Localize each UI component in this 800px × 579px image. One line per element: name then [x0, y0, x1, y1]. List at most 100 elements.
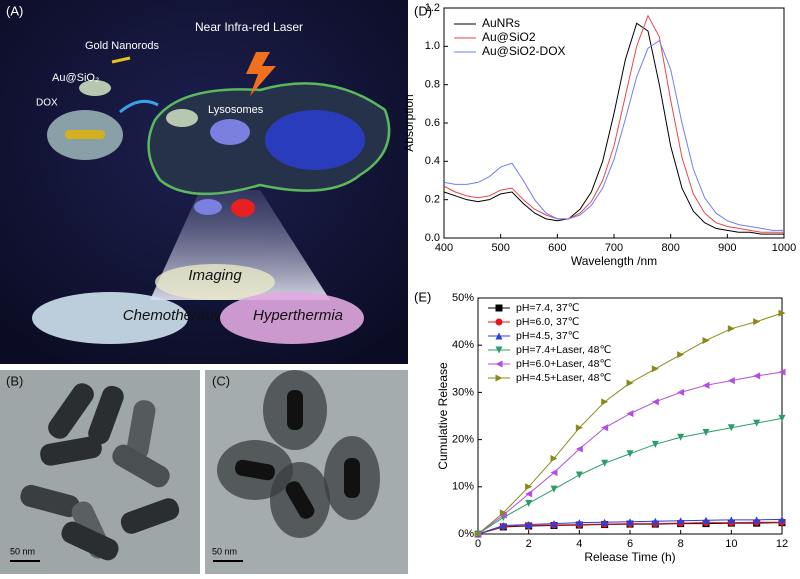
y-tick-label: 1.0 — [425, 40, 440, 52]
legend-label: pH=7.4, 37℃ — [516, 302, 579, 314]
marker — [550, 469, 558, 477]
y-tick-label: 10% — [452, 481, 474, 493]
marker — [601, 518, 609, 526]
marker — [495, 332, 503, 340]
marker — [651, 440, 659, 448]
marker — [753, 419, 761, 427]
legend-label: pH=7.4+Laser, 48℃ — [516, 344, 611, 356]
x-tick-label: 800 — [661, 242, 679, 254]
micrograph-b: (B) 50 nm — [0, 370, 200, 574]
panel-label: (C) — [212, 373, 230, 388]
marker — [727, 424, 735, 432]
hyperthermia-lobe — [220, 292, 364, 344]
marker — [677, 517, 685, 525]
illustration: (A) Gold Nanorods Au@SiO₂ DOX Near Infra… — [0, 0, 408, 364]
label: Au@SiO₂ — [52, 72, 99, 84]
marker — [626, 410, 634, 418]
x-tick-label: 12 — [776, 538, 788, 550]
marker — [651, 398, 659, 406]
marker — [499, 509, 507, 517]
marker — [778, 309, 786, 317]
x-tick-label: 0 — [475, 538, 481, 550]
micrograph-c: (C) 50 nm — [205, 370, 408, 574]
marker — [575, 424, 583, 432]
marker — [525, 499, 533, 507]
marker — [727, 325, 735, 333]
marker — [495, 304, 503, 312]
y-tick-label: 0.4 — [425, 155, 440, 167]
marker — [575, 445, 583, 453]
label: Near Infra-red Laser — [195, 20, 303, 34]
marker — [702, 336, 710, 344]
label: Lysosomes — [208, 104, 264, 116]
y-axis-label: Absorption — [402, 94, 416, 151]
marker — [575, 471, 583, 479]
marker — [550, 520, 558, 528]
marker — [778, 515, 786, 523]
marker — [550, 485, 558, 493]
marker — [474, 530, 482, 538]
y-tick-label: 30% — [452, 386, 474, 398]
laser-bolt — [246, 52, 276, 96]
scale-bar — [10, 560, 40, 562]
marker — [601, 424, 609, 432]
marker — [525, 483, 533, 491]
y-tick-label: 20% — [452, 434, 474, 446]
label: Chemotherapy — [123, 307, 223, 324]
label: Hyperthermia — [253, 307, 343, 324]
marker — [525, 490, 533, 498]
legend-label: pH=6.0, 37℃ — [516, 316, 579, 328]
marker — [778, 368, 786, 376]
chemotherapy-lobe — [32, 292, 188, 344]
y-tick-label: 0.2 — [425, 194, 440, 206]
marker — [702, 381, 710, 389]
y-axis-label: Cumulative Release — [436, 362, 450, 470]
x-tick-label: 1000 — [772, 242, 796, 254]
marker — [727, 516, 735, 524]
lysosome — [194, 199, 222, 215]
marker — [626, 450, 634, 458]
x-tick-label: 700 — [605, 242, 623, 254]
marker — [601, 398, 609, 406]
x-tick-label: 4 — [576, 538, 582, 550]
marker — [753, 318, 761, 326]
lysosome — [210, 119, 250, 145]
nanoparticle — [166, 109, 198, 127]
marker — [753, 372, 761, 380]
panel-label: (A) — [6, 3, 23, 18]
marker — [677, 351, 685, 359]
marker — [601, 459, 609, 467]
series-line — [443, 14, 784, 233]
series-line — [477, 417, 783, 535]
panel-label: (E) — [414, 289, 431, 304]
series-line — [443, 39, 784, 231]
nanorod — [65, 130, 105, 139]
x-tick-label: 10 — [725, 538, 737, 550]
x-axis-label: Release Time (h) — [584, 550, 675, 564]
label: Imaging — [188, 267, 242, 284]
marker — [550, 454, 558, 462]
marker — [677, 433, 685, 441]
imaging-lobe — [155, 264, 275, 300]
marker — [626, 518, 634, 526]
scale-bar-label: 50 nm — [10, 546, 35, 556]
y-tick-label: 0.0 — [425, 232, 440, 244]
label: DOX — [36, 98, 58, 109]
x-tick-label: 2 — [526, 538, 532, 550]
marker — [499, 522, 507, 530]
marker — [677, 388, 685, 396]
nucleus — [265, 110, 365, 170]
legend-label: pH=4.5, 37℃ — [516, 330, 579, 342]
y-tick-label: 40% — [452, 339, 474, 351]
panel-label: (B) — [6, 373, 23, 388]
legend-label: pH=4.5+Laser, 48℃ — [516, 372, 611, 384]
nanorod — [111, 56, 131, 64]
marker — [651, 517, 659, 525]
x-tick-label: 6 — [627, 538, 633, 550]
y-tick-label: 0% — [458, 528, 474, 540]
marker — [778, 414, 786, 422]
core-shell-particles — [217, 370, 380, 538]
series-line — [443, 22, 784, 235]
marker — [495, 374, 503, 382]
legend-label: Au@SiO2-DOX — [482, 44, 566, 58]
